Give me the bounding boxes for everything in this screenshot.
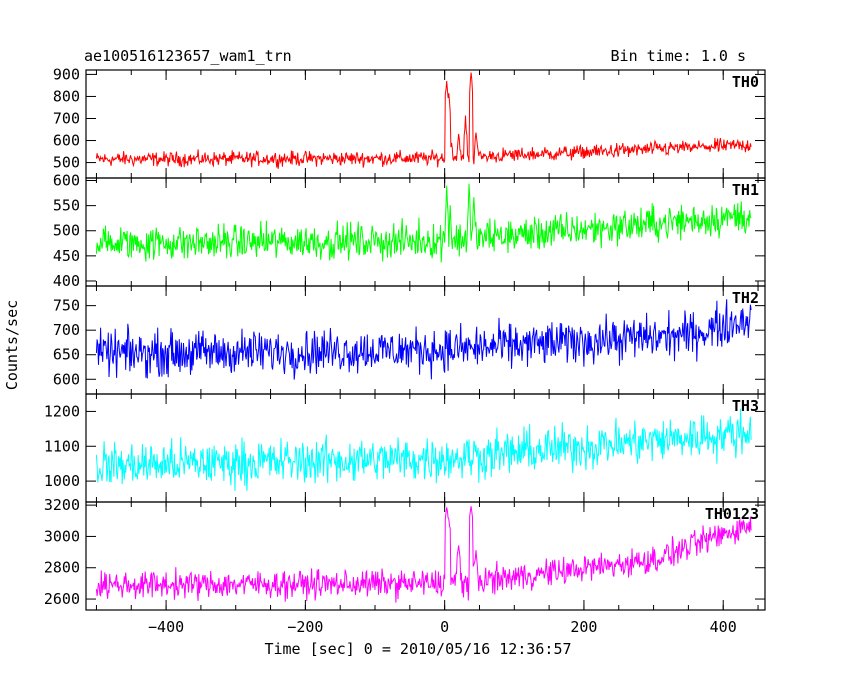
y-tick-label: 1100	[44, 437, 80, 455]
series-line-th1	[95, 183, 752, 263]
panel-label: TH3	[732, 397, 759, 415]
series-line-th0	[95, 72, 752, 169]
y-axis-label: Counts/sec	[3, 300, 21, 390]
panel-th2: 600 650 700 750 TH2	[53, 285, 766, 395]
chart-title: ae100516123657_wam1_trn	[84, 47, 292, 65]
y-tick-label: 3000	[44, 527, 80, 545]
x-tick-label: −200	[287, 618, 323, 636]
y-tick-label: 600	[53, 370, 80, 388]
x-tick-label: −400	[148, 618, 184, 636]
series-line-th3	[95, 408, 752, 492]
y-tick-label: 2600	[44, 590, 80, 608]
y-tick-label: 800	[53, 87, 80, 105]
panel-frame	[85, 177, 766, 287]
panel-label: TH0123	[705, 505, 759, 523]
x-tick-label: 0	[440, 618, 449, 636]
y-tick-label: 500	[53, 222, 80, 240]
y-tick-label: 900	[53, 65, 80, 83]
panel-frame	[85, 501, 766, 611]
panel-th0123: 2600 2800 3000 3200 TH0123	[44, 496, 766, 611]
y-tick-label: 750	[53, 297, 80, 315]
panel-label: TH2	[732, 289, 759, 307]
series-line-th2	[95, 299, 752, 380]
panel-th3: 1000 1100 1200 TH3	[44, 393, 766, 503]
y-tick-label: 650	[53, 346, 80, 364]
y-tick-label: 500	[53, 154, 80, 172]
y-tick-label: 600	[53, 172, 80, 190]
panel-th0: 500 600 700 800 900 TH0	[53, 65, 766, 179]
x-tick-label: 400	[710, 618, 737, 636]
x-axis-label: Time [sec] 0 = 2010/05/16 12:36:57	[264, 640, 571, 658]
y-tick-label: 2800	[44, 559, 80, 577]
x-tick-label: 200	[570, 618, 597, 636]
panel-label: TH0	[732, 73, 759, 91]
y-tick-label: 3200	[44, 496, 80, 514]
y-tick-label: 1000	[44, 472, 80, 490]
bin-time-label: Bin time: 1.0 s	[611, 47, 746, 65]
y-tick-label: 450	[53, 247, 80, 265]
y-tick-label: 700	[53, 109, 80, 127]
y-tick-label: 550	[53, 197, 80, 215]
y-tick-label: 600	[53, 132, 80, 150]
series-line-th0123	[95, 506, 752, 603]
y-tick-label: 700	[53, 321, 80, 339]
y-tick-label: 1200	[44, 402, 80, 420]
y-tick-label: 400	[53, 272, 80, 290]
panel-th1: 400 450 500 550 600 TH1	[53, 172, 766, 290]
panel-label: TH1	[732, 181, 759, 199]
